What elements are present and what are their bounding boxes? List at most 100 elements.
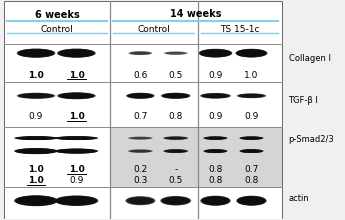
Ellipse shape bbox=[128, 137, 152, 139]
Ellipse shape bbox=[16, 196, 57, 206]
Ellipse shape bbox=[129, 150, 151, 152]
Ellipse shape bbox=[130, 137, 151, 139]
Text: 0.8: 0.8 bbox=[169, 112, 183, 121]
Ellipse shape bbox=[14, 136, 58, 140]
Ellipse shape bbox=[19, 93, 53, 98]
Ellipse shape bbox=[239, 51, 264, 56]
Text: 0.8: 0.8 bbox=[244, 176, 259, 185]
Ellipse shape bbox=[59, 149, 95, 153]
Ellipse shape bbox=[18, 137, 54, 139]
Ellipse shape bbox=[237, 93, 266, 98]
Ellipse shape bbox=[21, 94, 51, 98]
Ellipse shape bbox=[129, 51, 152, 55]
Ellipse shape bbox=[241, 150, 262, 152]
Ellipse shape bbox=[162, 197, 190, 205]
Ellipse shape bbox=[18, 149, 54, 153]
Ellipse shape bbox=[19, 137, 53, 139]
Ellipse shape bbox=[203, 197, 228, 205]
Ellipse shape bbox=[59, 149, 94, 153]
Ellipse shape bbox=[163, 94, 188, 98]
Ellipse shape bbox=[164, 149, 188, 153]
Text: 0.9: 0.9 bbox=[208, 71, 223, 79]
Text: 1.0: 1.0 bbox=[28, 165, 44, 174]
Ellipse shape bbox=[163, 136, 188, 140]
Text: 0.8: 0.8 bbox=[208, 165, 223, 174]
Ellipse shape bbox=[58, 197, 95, 205]
Ellipse shape bbox=[203, 51, 228, 56]
Ellipse shape bbox=[15, 196, 57, 206]
Ellipse shape bbox=[128, 149, 153, 153]
Ellipse shape bbox=[57, 196, 96, 205]
Ellipse shape bbox=[205, 137, 226, 139]
Ellipse shape bbox=[237, 94, 266, 98]
Ellipse shape bbox=[204, 198, 227, 204]
Ellipse shape bbox=[203, 94, 228, 98]
Text: 0.9: 0.9 bbox=[244, 112, 259, 121]
Ellipse shape bbox=[15, 136, 57, 140]
Ellipse shape bbox=[55, 196, 98, 206]
Ellipse shape bbox=[243, 150, 260, 152]
Ellipse shape bbox=[19, 197, 53, 204]
Ellipse shape bbox=[202, 197, 229, 205]
Ellipse shape bbox=[237, 196, 266, 205]
Ellipse shape bbox=[207, 137, 224, 139]
Ellipse shape bbox=[59, 197, 95, 204]
Text: 0.5: 0.5 bbox=[169, 71, 183, 79]
Ellipse shape bbox=[238, 197, 265, 205]
Text: 1.0: 1.0 bbox=[69, 112, 84, 121]
Ellipse shape bbox=[200, 196, 230, 206]
Ellipse shape bbox=[130, 52, 150, 55]
Text: 1.0: 1.0 bbox=[69, 165, 84, 174]
Ellipse shape bbox=[238, 94, 265, 98]
Text: 6 weeks: 6 weeks bbox=[35, 10, 79, 20]
Ellipse shape bbox=[166, 137, 185, 139]
Ellipse shape bbox=[238, 50, 265, 57]
Ellipse shape bbox=[55, 136, 98, 140]
Ellipse shape bbox=[129, 137, 152, 139]
Ellipse shape bbox=[201, 196, 230, 205]
Ellipse shape bbox=[19, 149, 53, 153]
Ellipse shape bbox=[204, 198, 227, 204]
Ellipse shape bbox=[166, 137, 186, 139]
Ellipse shape bbox=[239, 136, 264, 140]
Ellipse shape bbox=[164, 136, 188, 140]
Ellipse shape bbox=[61, 50, 92, 56]
Ellipse shape bbox=[239, 197, 264, 204]
Ellipse shape bbox=[22, 51, 50, 56]
Ellipse shape bbox=[163, 149, 188, 153]
Ellipse shape bbox=[131, 52, 150, 54]
Ellipse shape bbox=[129, 51, 152, 55]
Ellipse shape bbox=[240, 149, 263, 153]
Text: 0.3: 0.3 bbox=[133, 176, 148, 185]
Ellipse shape bbox=[57, 196, 96, 205]
Ellipse shape bbox=[240, 149, 263, 153]
Ellipse shape bbox=[58, 49, 95, 57]
Ellipse shape bbox=[236, 49, 267, 57]
Ellipse shape bbox=[238, 94, 265, 98]
Ellipse shape bbox=[203, 51, 228, 56]
Text: 0.5: 0.5 bbox=[169, 176, 183, 185]
Ellipse shape bbox=[163, 93, 189, 98]
Ellipse shape bbox=[127, 197, 154, 204]
Ellipse shape bbox=[20, 137, 52, 139]
Ellipse shape bbox=[237, 196, 266, 205]
Ellipse shape bbox=[203, 197, 228, 204]
Ellipse shape bbox=[57, 92, 96, 99]
Ellipse shape bbox=[202, 94, 229, 98]
Ellipse shape bbox=[55, 148, 98, 154]
Ellipse shape bbox=[130, 137, 150, 139]
Ellipse shape bbox=[129, 94, 152, 98]
Text: 0.9: 0.9 bbox=[29, 112, 43, 121]
Ellipse shape bbox=[205, 137, 226, 139]
Ellipse shape bbox=[205, 150, 226, 153]
Ellipse shape bbox=[204, 198, 227, 204]
Ellipse shape bbox=[58, 49, 95, 57]
Ellipse shape bbox=[61, 50, 92, 56]
Ellipse shape bbox=[21, 94, 51, 98]
Ellipse shape bbox=[17, 49, 56, 58]
Ellipse shape bbox=[241, 150, 262, 153]
Ellipse shape bbox=[59, 49, 94, 57]
Ellipse shape bbox=[128, 93, 153, 98]
Ellipse shape bbox=[18, 197, 55, 205]
Ellipse shape bbox=[166, 150, 185, 152]
